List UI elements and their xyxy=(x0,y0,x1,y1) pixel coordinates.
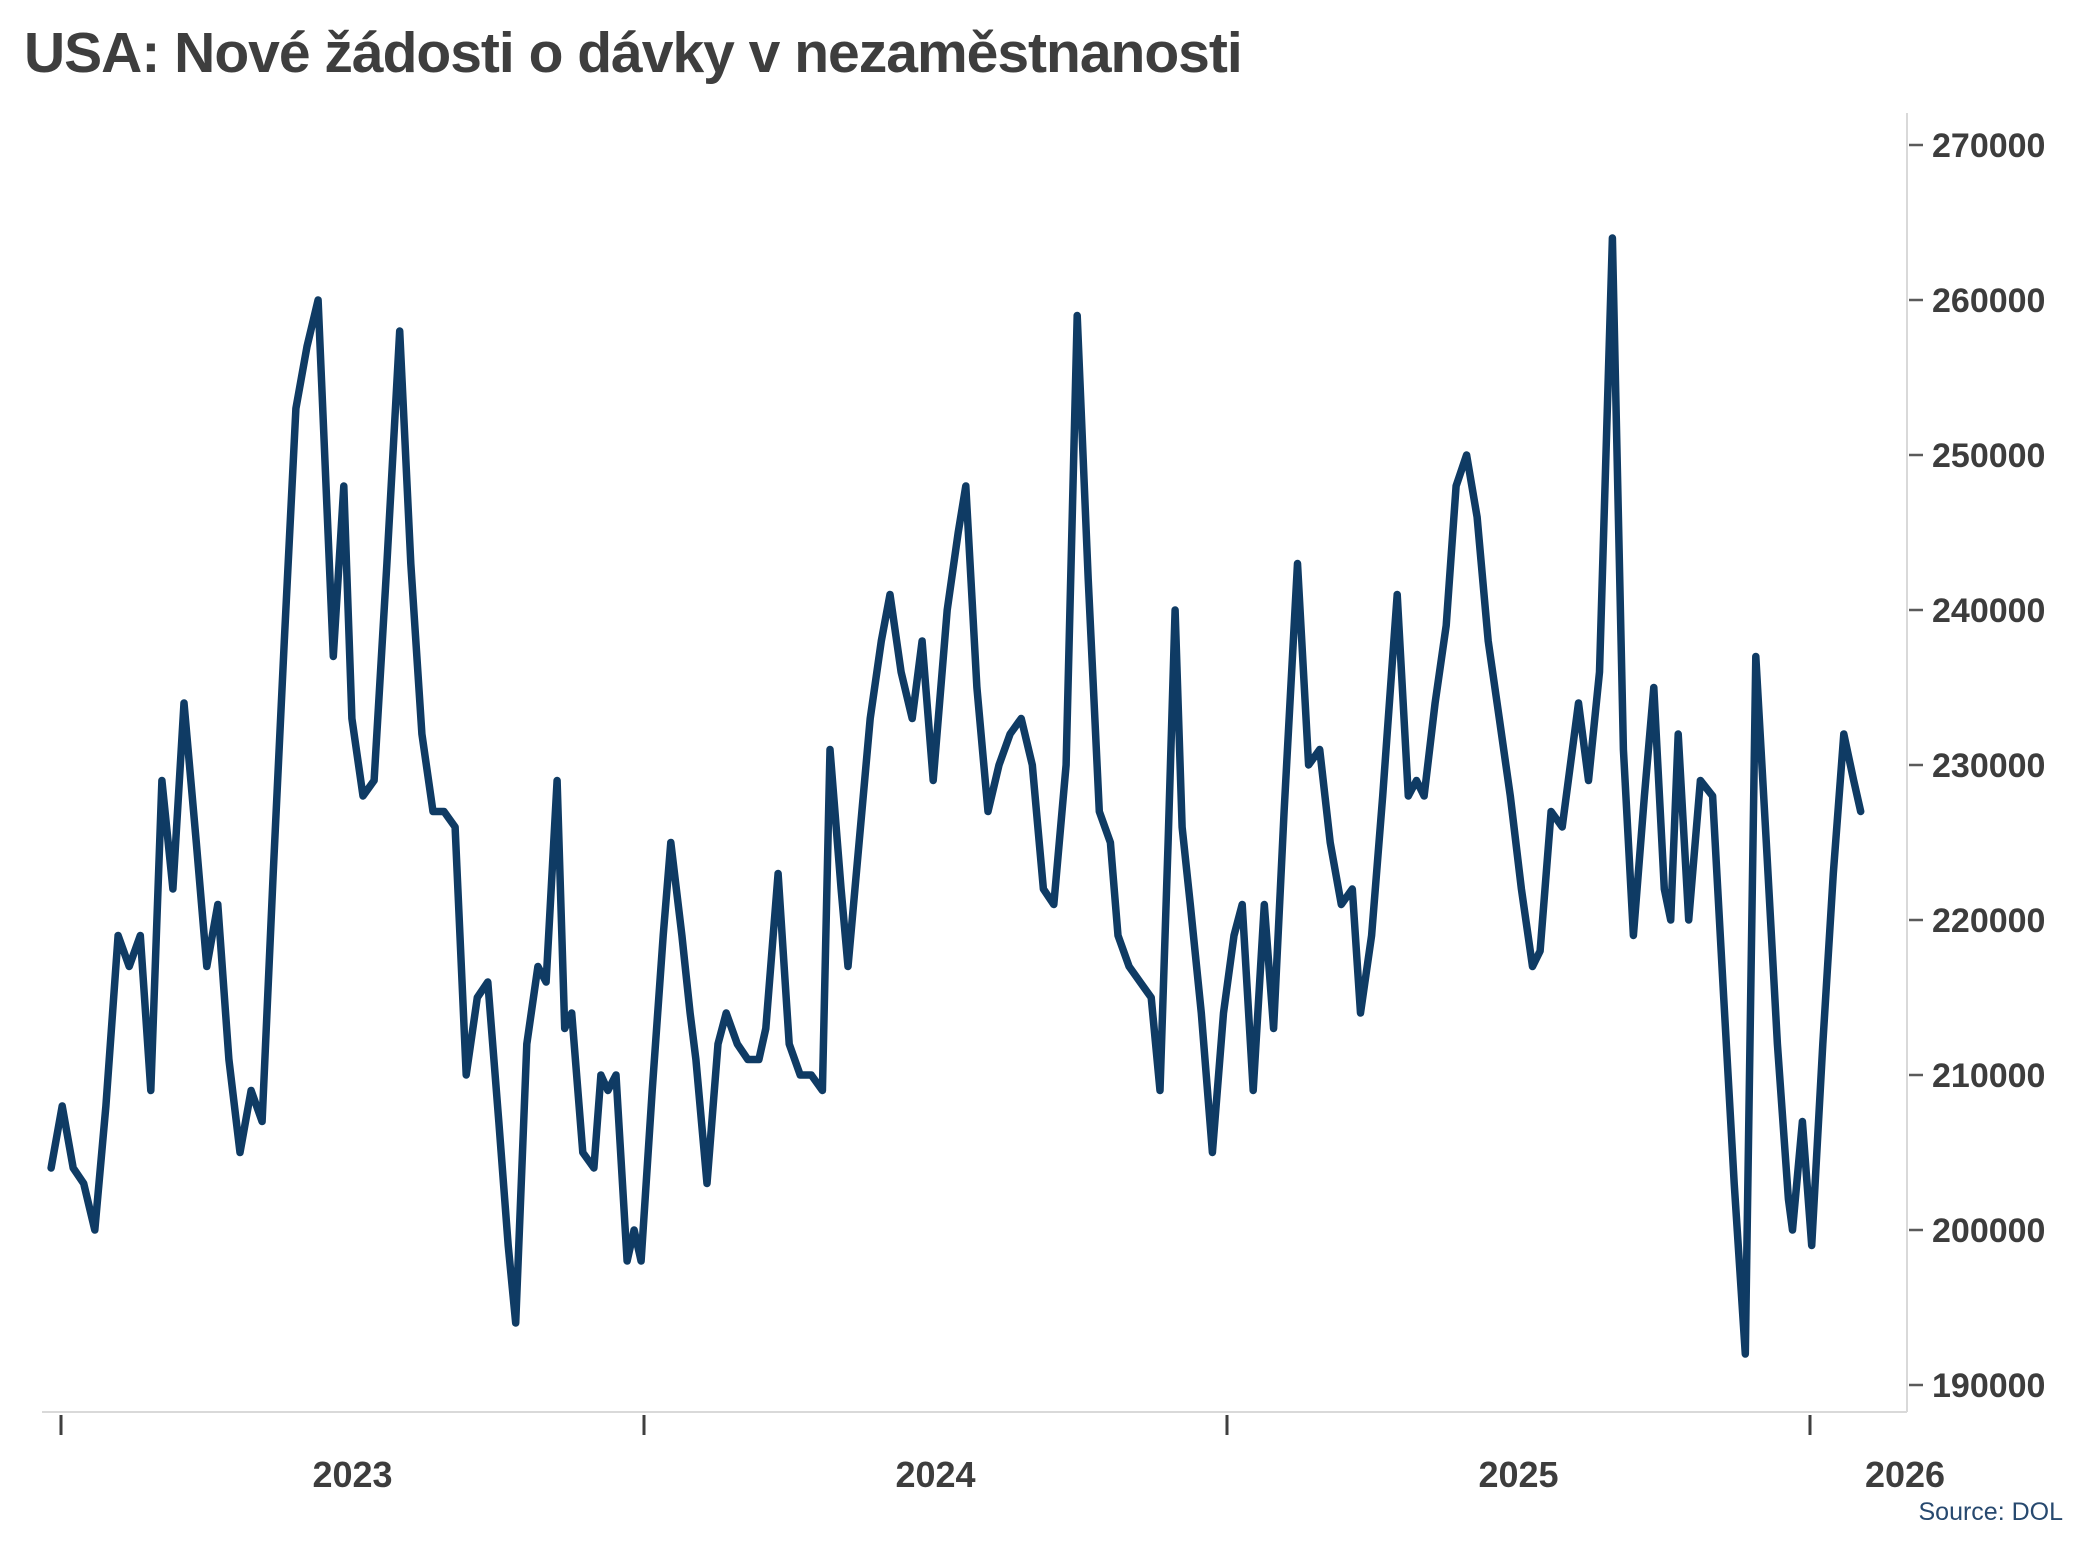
svg-text:260000: 260000 xyxy=(1932,282,2045,320)
svg-text:240000: 240000 xyxy=(1932,592,2045,630)
svg-text:190000: 190000 xyxy=(1932,1367,2045,1405)
axis-spines xyxy=(42,113,1908,1413)
svg-text:2026: 2026 xyxy=(1865,1454,1945,1495)
x-axis-labels: 2023 2024 2025 2026 xyxy=(312,1454,1945,1495)
svg-text:200000: 200000 xyxy=(1932,1212,2045,1250)
svg-text:220000: 220000 xyxy=(1932,902,2045,940)
y-axis-ticks xyxy=(1909,143,1923,1387)
chart-title: USA: Nové žádosti o dávky v nezaměstnano… xyxy=(24,21,1243,85)
source-note: Source: DOL xyxy=(1918,1498,2063,1526)
svg-text:250000: 250000 xyxy=(1932,437,2045,475)
svg-text:2023: 2023 xyxy=(312,1454,392,1495)
svg-text:270000: 270000 xyxy=(1932,127,2045,165)
svg-text:2024: 2024 xyxy=(895,1454,975,1495)
svg-text:230000: 230000 xyxy=(1932,747,2045,785)
y-axis-labels: 190000 200000 210000 220000 230000 240000 2500… xyxy=(1932,127,2045,1405)
svg-text:2025: 2025 xyxy=(1478,1454,1558,1495)
x-axis-ticks xyxy=(59,1415,1812,1435)
claims-series-line xyxy=(47,234,1865,1358)
svg-text:210000: 210000 xyxy=(1932,1057,2045,1095)
